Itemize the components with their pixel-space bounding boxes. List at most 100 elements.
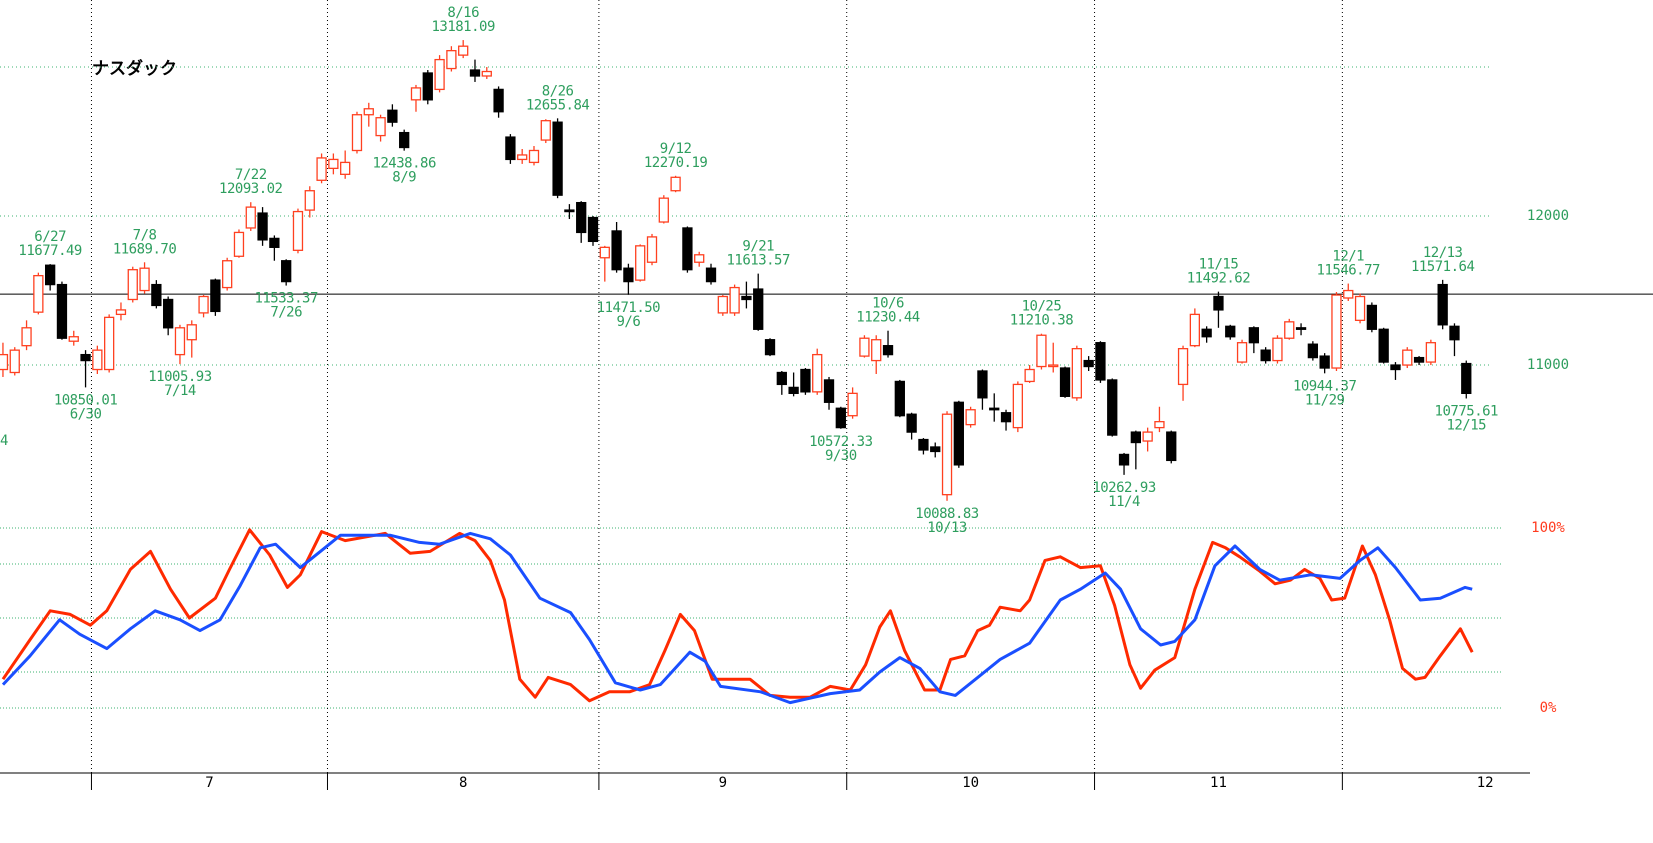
candle-body xyxy=(989,407,1000,411)
candle-body xyxy=(269,237,280,248)
candle-body xyxy=(493,88,504,113)
annotation-date: 10/25 xyxy=(1022,299,1062,315)
candle-body xyxy=(375,117,386,137)
candle-body xyxy=(1024,368,1035,383)
annotation-date: 10/6 xyxy=(872,296,904,312)
candle-body xyxy=(646,236,658,263)
candle-body xyxy=(1225,325,1236,338)
candle-body xyxy=(800,368,811,393)
candle-body xyxy=(434,58,445,91)
annotation-date: 7/14 xyxy=(164,383,196,399)
candle-body xyxy=(1354,295,1366,321)
annotation-value: 10775.61 xyxy=(1435,403,1499,419)
candle-body xyxy=(882,345,894,356)
x-tick-label: 10 xyxy=(962,775,979,791)
candle-body xyxy=(33,274,44,313)
candle-body xyxy=(316,157,327,181)
annotation-date: 10/13 xyxy=(927,520,967,536)
cut-label: 4 xyxy=(0,433,8,449)
candle-body xyxy=(694,254,705,263)
candle-body xyxy=(1130,431,1141,444)
candle-body xyxy=(729,286,740,314)
candle-body xyxy=(635,245,646,281)
candle-body xyxy=(753,288,764,330)
candle-body xyxy=(788,386,799,395)
chart-title: ナスダック xyxy=(92,58,177,79)
x-tick-label: 12 xyxy=(1477,775,1494,791)
candle-body xyxy=(1095,342,1106,381)
candle-body xyxy=(458,45,469,56)
candle-body xyxy=(1154,421,1165,429)
stochastic-line xyxy=(1,531,1473,705)
y-tick-label: 12000 xyxy=(1527,208,1569,224)
candle-body xyxy=(292,210,304,251)
annotation-value: 10944.37 xyxy=(1293,378,1357,394)
candle-body xyxy=(587,216,599,243)
candle-body xyxy=(56,283,68,339)
annotation-date: 7/8 xyxy=(133,227,157,243)
annotation-value: 12270.19 xyxy=(644,155,708,171)
annotation-date: 6/30 xyxy=(70,406,102,422)
x-tick-label: 11 xyxy=(1210,775,1227,791)
annotation-date: 9/21 xyxy=(742,239,774,255)
y2-tick-label: 100% xyxy=(1531,520,1565,536)
y2-tick-label: 0% xyxy=(1540,700,1557,716)
candle-body xyxy=(953,401,964,466)
candle-body xyxy=(92,349,103,371)
candle-body xyxy=(210,279,221,313)
candle-body xyxy=(387,109,398,123)
candle-body xyxy=(859,337,870,357)
annotation-value: 12655.84 xyxy=(526,97,590,113)
candle-body xyxy=(21,327,32,347)
candle-body xyxy=(1166,431,1177,462)
candle-body xyxy=(871,339,882,362)
candle-body xyxy=(340,161,351,175)
candle-body xyxy=(835,407,846,429)
candle-body xyxy=(233,231,245,257)
stochastic-line xyxy=(1,528,1474,703)
annotation-value: 11210.38 xyxy=(1010,313,1074,329)
x-tick-label: 7 xyxy=(205,775,213,791)
annotation-value: 10262.93 xyxy=(1092,480,1156,496)
annotation-value: 11005.93 xyxy=(148,369,212,385)
candle-body xyxy=(1201,328,1212,338)
candle-body xyxy=(965,409,976,426)
candle-body xyxy=(363,108,374,116)
candle-body xyxy=(198,295,209,314)
annotation-date: 12/15 xyxy=(1446,417,1486,433)
candle-body xyxy=(104,316,115,371)
candle-body xyxy=(304,190,315,211)
candle-body xyxy=(1118,453,1130,466)
candle-body xyxy=(1248,327,1260,344)
candle-body xyxy=(80,353,91,362)
candle-body xyxy=(894,380,905,417)
y-tick-label: 11000 xyxy=(1527,357,1569,373)
candle-body xyxy=(847,392,858,417)
candle-body xyxy=(1425,342,1437,363)
candle-body xyxy=(505,136,516,161)
candle-body xyxy=(705,267,717,283)
annotation-date: 8/16 xyxy=(447,5,479,21)
candle-body xyxy=(1048,364,1059,368)
candle-body xyxy=(812,353,823,393)
candle-body xyxy=(576,201,587,234)
candle-body xyxy=(823,379,835,403)
annotation-value: 11471.50 xyxy=(597,300,661,316)
candle-body xyxy=(1378,328,1389,363)
candle-body xyxy=(139,267,150,292)
annotation-date: 12/1 xyxy=(1332,249,1364,265)
annotation-value: 10572.33 xyxy=(809,434,873,450)
candle-body xyxy=(68,336,79,342)
candle-body xyxy=(127,269,138,301)
annotation-value: 13181.09 xyxy=(431,19,495,35)
candle-body xyxy=(9,349,20,374)
annotation-value: 10088.83 xyxy=(915,506,979,522)
candle-body xyxy=(658,197,669,223)
candle-body xyxy=(222,260,233,289)
candle-body xyxy=(1107,379,1118,436)
candle-body xyxy=(45,264,56,286)
annotation-date: 8/26 xyxy=(542,83,574,99)
candle-body xyxy=(257,212,268,241)
candle-body xyxy=(1142,431,1153,442)
candle-body xyxy=(1366,304,1378,330)
